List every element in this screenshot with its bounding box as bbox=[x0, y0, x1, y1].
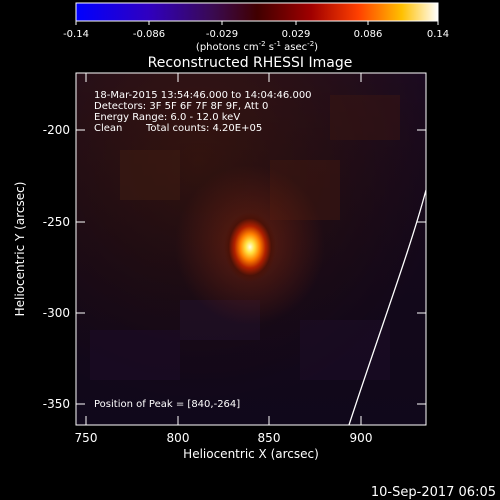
colorbar-tick-label: -0.086 bbox=[133, 29, 165, 40]
y-axis-ticks bbox=[76, 129, 426, 405]
colorbar-tick-label: 0.14 bbox=[427, 29, 449, 40]
x-tick-label: 900 bbox=[350, 431, 373, 445]
y-axis-label: Heliocentric Y (arcsec) bbox=[13, 182, 27, 317]
colorbar-gradient bbox=[75, 2, 439, 22]
footer-timestamp: 10-Sep-2017 06:05 bbox=[371, 485, 496, 500]
rhessi-image bbox=[76, 73, 426, 425]
colorbar: -0.14 -0.086 -0.029 0.029 0.086 0.14 (ph… bbox=[63, 2, 449, 53]
x-axis-ticks bbox=[85, 73, 362, 425]
x-tick-label: 750 bbox=[75, 431, 98, 445]
y-tick-label: -200 bbox=[43, 123, 70, 137]
y-tick-label: -300 bbox=[43, 306, 70, 320]
annotation-detectors: Detectors: 3F 5F 6F 7F 8F 9F, Att 0 bbox=[94, 101, 268, 112]
colorbar-units-label: (photons cm-2 s-1 asec-2) bbox=[196, 40, 318, 53]
x-axis-label: Heliocentric X (arcsec) bbox=[183, 447, 319, 461]
y-tick-label: -250 bbox=[43, 215, 70, 229]
plot-title: Reconstructed RHESSI Image bbox=[148, 55, 353, 71]
x-tick-label: 850 bbox=[258, 431, 281, 445]
colorbar-tick-label: 0.086 bbox=[354, 29, 383, 40]
annotation-peak-position: Position of Peak = [840,-264] bbox=[94, 399, 240, 410]
y-tick-label: -350 bbox=[43, 397, 70, 411]
x-tick-label: 800 bbox=[167, 431, 190, 445]
colorbar-tick-label: -0.029 bbox=[206, 29, 238, 40]
annotation-energy-range: Energy Range: 6.0 - 12.0 keV bbox=[94, 112, 240, 123]
annotation-total-counts: Total counts: 4.20E+05 bbox=[145, 123, 262, 134]
colorbar-tick-label: 0.029 bbox=[282, 29, 311, 40]
flare-source bbox=[224, 212, 276, 282]
annotation-time-range: 18-Mar-2015 13:54:46.000 to 14:04:46.000 bbox=[94, 90, 312, 101]
annotation-clean: Clean bbox=[94, 123, 122, 134]
plot-frame bbox=[75, 72, 427, 426]
solar-limb-line bbox=[348, 189, 426, 425]
colorbar-tick-label: -0.14 bbox=[63, 29, 89, 40]
